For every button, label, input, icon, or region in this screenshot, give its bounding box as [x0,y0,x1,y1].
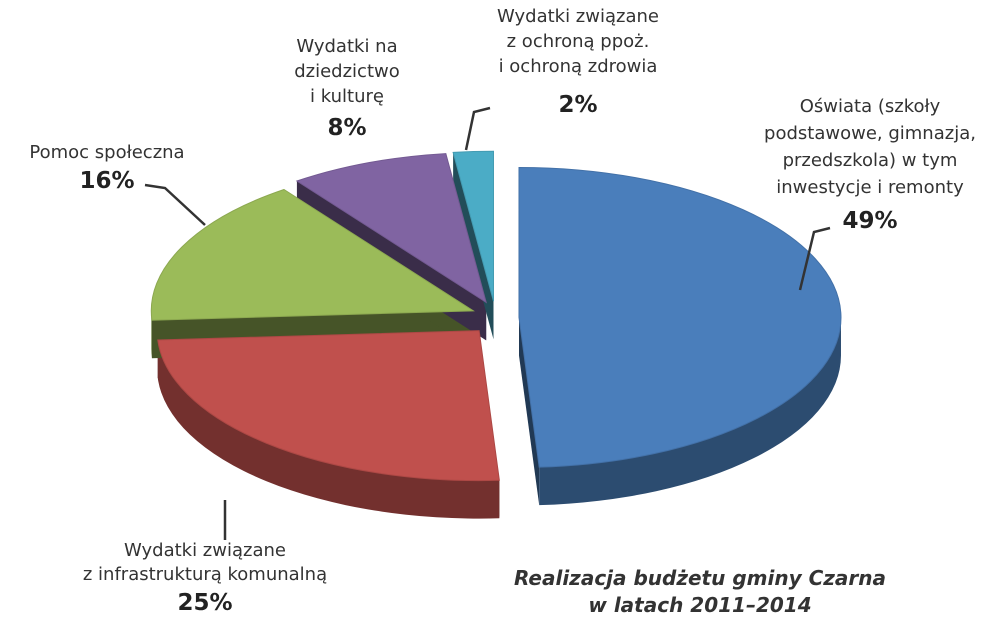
pie-slice [158,331,500,481]
value-label: 25% [177,590,232,616]
slice-label: Oświata (szkoły [800,96,941,117]
slice-label: Wydatki na [296,36,397,57]
chart-title: Realizacja budżetu gminy Czarna [514,566,886,590]
value-label: 49% [842,208,897,234]
slice-label: dziedzictwo [294,61,400,82]
slice-label: przedszkola) w tym [783,150,958,171]
leader-line [466,108,490,150]
slice-label: Wydatki związane [124,540,286,561]
chart-title: w latach 2011–2014 [588,593,811,617]
slice-label: podstawowe, gimnazja, [764,123,976,144]
chart: Realizacja budżetu gminy Czarna w latach… [0,0,995,621]
value-label: 2% [558,92,597,118]
slice-label: z ochroną ppoż. [507,31,650,52]
slice-label: inwestycje i remonty [776,177,964,198]
slice-label: z infrastrukturą komunalną [83,564,327,585]
value-label: 16% [79,168,134,194]
value-label: 8% [327,115,366,141]
slice-label: i kulturę [310,86,384,107]
slice-label: i ochroną zdrowia [499,56,658,77]
slice-label: Wydatki związane [497,6,659,27]
slice-label: Pomoc społeczna [29,142,184,163]
leader-line [145,185,205,225]
